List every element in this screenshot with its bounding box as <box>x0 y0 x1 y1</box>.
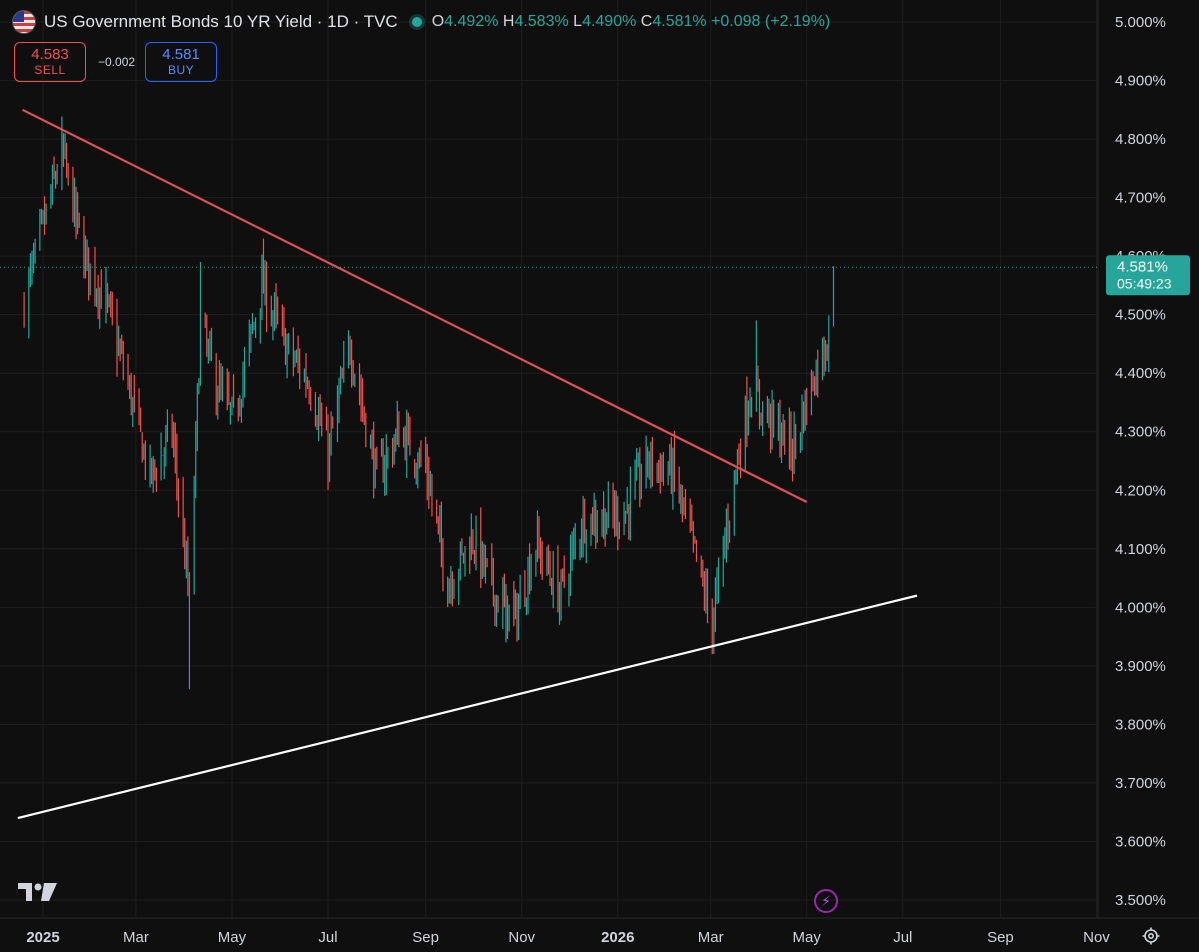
ohlc-readout: O4.492% H4.583% L4.490% C4.581% +0.098 (… <box>432 13 831 31</box>
symbol-header: US Government Bonds 10 YR Yield · 1D · T… <box>12 8 830 36</box>
x-tick-label: Jul <box>318 929 337 946</box>
y-tick-label: 3.800% <box>1115 716 1166 733</box>
chart-title[interactable]: US Government Bonds 10 YR Yield · 1D · T… <box>44 12 398 31</box>
ohlc-low-value: 4.490% <box>582 13 637 30</box>
price-axis[interactable]: 5.000%4.900%4.800%4.700%4.600%4.500%4.40… <box>1115 14 1166 909</box>
y-tick-label: 4.900% <box>1115 73 1166 90</box>
bar-countdown: 05:49:23 <box>1117 275 1172 291</box>
ohlc-close-key: C <box>640 13 653 30</box>
x-tick-label: Sep <box>412 929 439 946</box>
market-status-icon <box>411 17 422 27</box>
y-tick-label: 4.000% <box>1115 599 1166 616</box>
buy-label: BUY <box>167 62 195 77</box>
x-tick-label: 2025 <box>26 929 59 946</box>
y-tick-label: 3.600% <box>1115 833 1166 850</box>
x-tick-label: May <box>218 929 247 946</box>
trend-lines[interactable] <box>17 108 918 820</box>
ohlc-high-value: 4.583% <box>514 13 569 30</box>
support-trend-line[interactable] <box>17 594 918 820</box>
ohlc-open-value: 4.492% <box>444 13 499 30</box>
y-tick-label: 4.300% <box>1115 424 1166 441</box>
ohlc-low-key: L <box>573 13 583 30</box>
last-price-badge <box>1106 255 1190 296</box>
grid <box>0 0 1199 919</box>
tradingview-logo[interactable] <box>18 881 58 903</box>
last-price-value: 4.581% <box>1117 258 1168 275</box>
last-price-tag: 4.581%05:49:23 <box>0 255 1190 296</box>
x-tick-label: Mar <box>698 929 724 946</box>
ohlc-open-key: O <box>431 13 445 30</box>
gear-icon[interactable] <box>1142 927 1160 945</box>
sell-price: 4.583 <box>31 46 69 64</box>
x-tick-label: 2026 <box>601 929 634 946</box>
y-tick-label: 4.700% <box>1115 190 1166 207</box>
y-tick-label: 4.400% <box>1115 365 1166 382</box>
trade-panel: 4.583 SELL −0.002 4.581 BUY <box>14 42 218 82</box>
y-tick-label: 4.100% <box>1115 541 1166 558</box>
ohlc-high-key: H <box>502 13 515 30</box>
candles <box>23 116 835 690</box>
time-axis[interactable]: 2025 Mar May Jul Sep Nov 2026 Mar May Jul Sep Nov <box>26 929 1110 946</box>
y-tick-label: 4.500% <box>1115 307 1166 324</box>
y-tick-label: 3.900% <box>1115 658 1166 675</box>
x-tick-label: Nov <box>1083 929 1110 946</box>
lightning-icon[interactable]: ⚡ <box>814 889 838 913</box>
y-tick-label: 3.700% <box>1115 775 1166 792</box>
sell-button[interactable]: 4.583 SELL <box>14 42 86 82</box>
x-tick-label: Jul <box>893 929 912 946</box>
y-tick-label: 5.000% <box>1115 14 1166 31</box>
ohlc-close-value: 4.581% <box>652 13 707 30</box>
us-flag-icon <box>12 10 36 34</box>
buy-price: 4.581 <box>162 46 200 64</box>
x-tick-label: Sep <box>987 929 1014 946</box>
sell-label: SELL <box>34 62 66 77</box>
buy-button[interactable]: 4.581 BUY <box>145 42 218 82</box>
resistance-trend-line[interactable] <box>22 108 808 503</box>
price-change: +0.098 (+2.19%) <box>711 13 831 30</box>
spread-value: −0.002 <box>98 55 136 69</box>
y-tick-label: 4.200% <box>1115 482 1166 499</box>
x-tick-label: May <box>793 929 822 946</box>
y-tick-label: 3.500% <box>1115 892 1166 909</box>
x-tick-label: Nov <box>508 929 535 946</box>
x-tick-label: Mar <box>123 929 149 946</box>
y-tick-label: 4.800% <box>1115 131 1166 148</box>
